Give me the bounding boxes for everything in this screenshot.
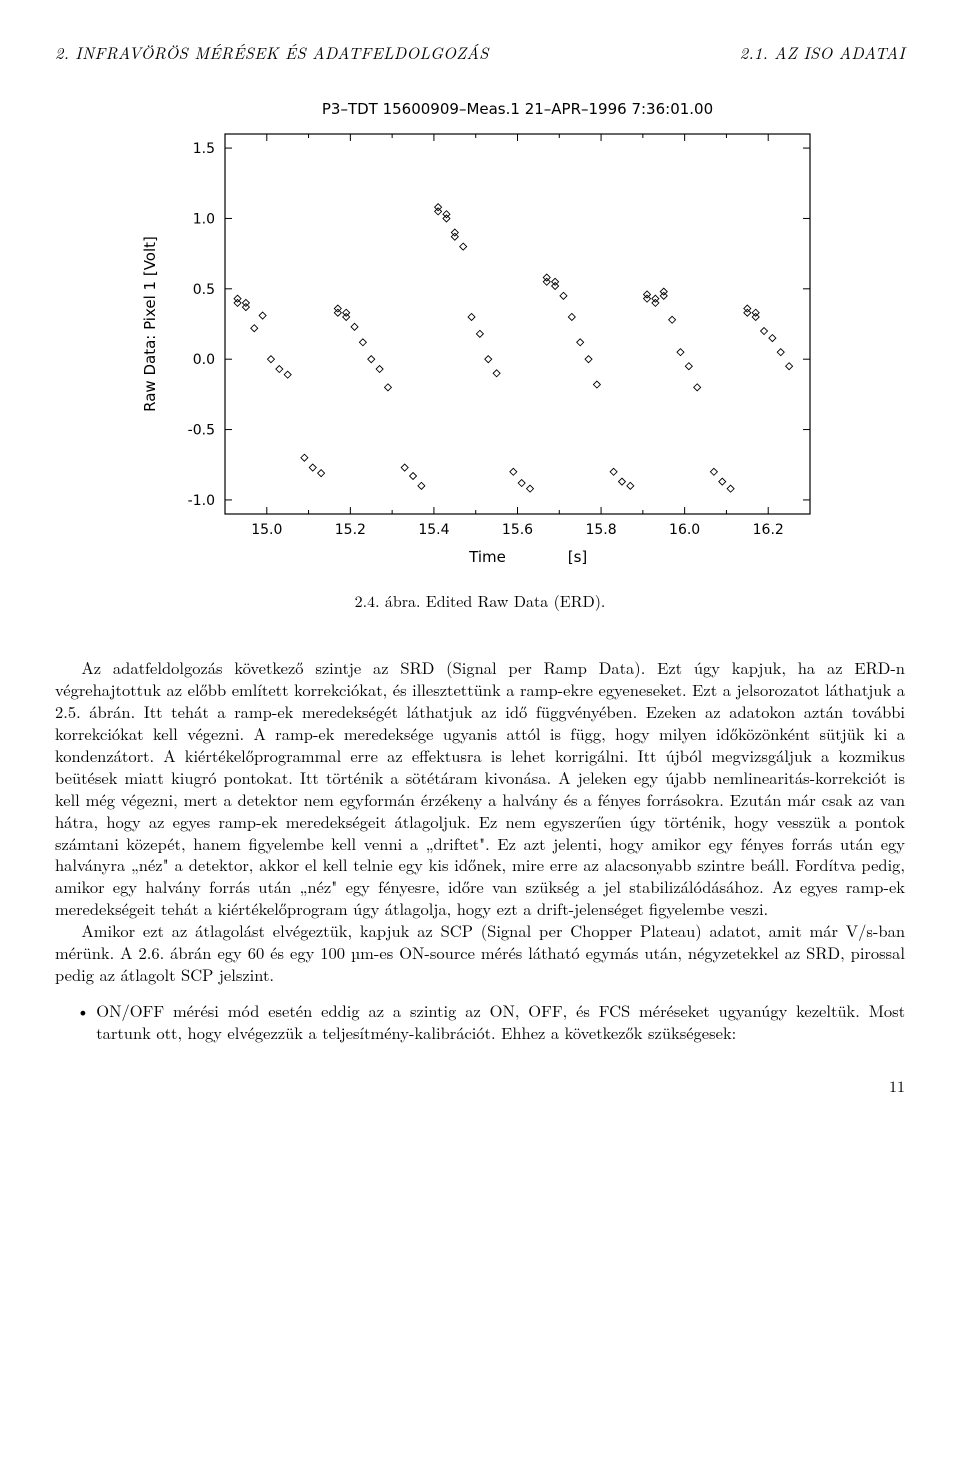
body-text: Az adatfeldolgozás következő szintje az … [55, 657, 905, 1044]
svg-text:1.0: 1.0 [193, 211, 215, 227]
figure-wrap: 15.0 15.2 15.4 15.6 15.8 16.0 16.2 -1.0 -0.5 0.0 0… [130, 94, 830, 612]
page-header: 2. INFRAVÖRÖS MÉRÉSEK ÉS ADATFELDOLGOZÁS… [55, 40, 905, 64]
svg-text:Time: Time [468, 548, 506, 566]
svg-text:Raw Data: Pixel 1 [Volt]: Raw Data: Pixel 1 [Volt] [141, 236, 159, 412]
scatter-chart: 15.0 15.2 15.4 15.6 15.8 16.0 16.2 -1.0 -0.5 0.0 0… [130, 94, 830, 574]
svg-text:15.8: 15.8 [585, 522, 616, 538]
svg-text:15.6: 15.6 [502, 522, 533, 538]
svg-text:P3–TDT 15600909–Meas.1 21–A: P3–TDT 15600909–Meas.1 21–APR–1996 7:36:… [322, 100, 713, 118]
svg-text:15.2: 15.2 [335, 522, 366, 538]
svg-text:0.0: 0.0 [193, 352, 215, 368]
paragraph-1: Az adatfeldolgozás következő szintje az … [55, 657, 905, 920]
svg-text:1.5: 1.5 [193, 141, 215, 157]
svg-text:16.2: 16.2 [753, 522, 784, 538]
bullet-item-1: ON/OFF mérési mód esetén eddig az a szin… [96, 1000, 905, 1044]
svg-text:[s]: [s] [568, 548, 588, 566]
svg-text:16.0: 16.0 [669, 522, 700, 538]
svg-text:-0.5: -0.5 [188, 423, 215, 439]
header-right: 2.1. AZ ISO ADATAI [740, 40, 905, 64]
page-number: 11 [55, 1074, 905, 1097]
paragraph-2: Amikor ezt az átlagolást elvégeztük, kap… [55, 920, 905, 986]
svg-text:-1.0: -1.0 [188, 493, 215, 509]
bullet-list: ON/OFF mérési mód esetén eddig az a szin… [55, 1000, 905, 1044]
header-left: 2. INFRAVÖRÖS MÉRÉSEK ÉS ADATFELDOLGOZÁS [55, 40, 489, 64]
svg-text:0.5: 0.5 [193, 282, 215, 298]
svg-text:15.4: 15.4 [418, 522, 449, 538]
svg-text:15.0: 15.0 [251, 522, 282, 538]
figure-caption: 2.4. ábra. Edited Raw Data (ERD). [130, 589, 830, 612]
